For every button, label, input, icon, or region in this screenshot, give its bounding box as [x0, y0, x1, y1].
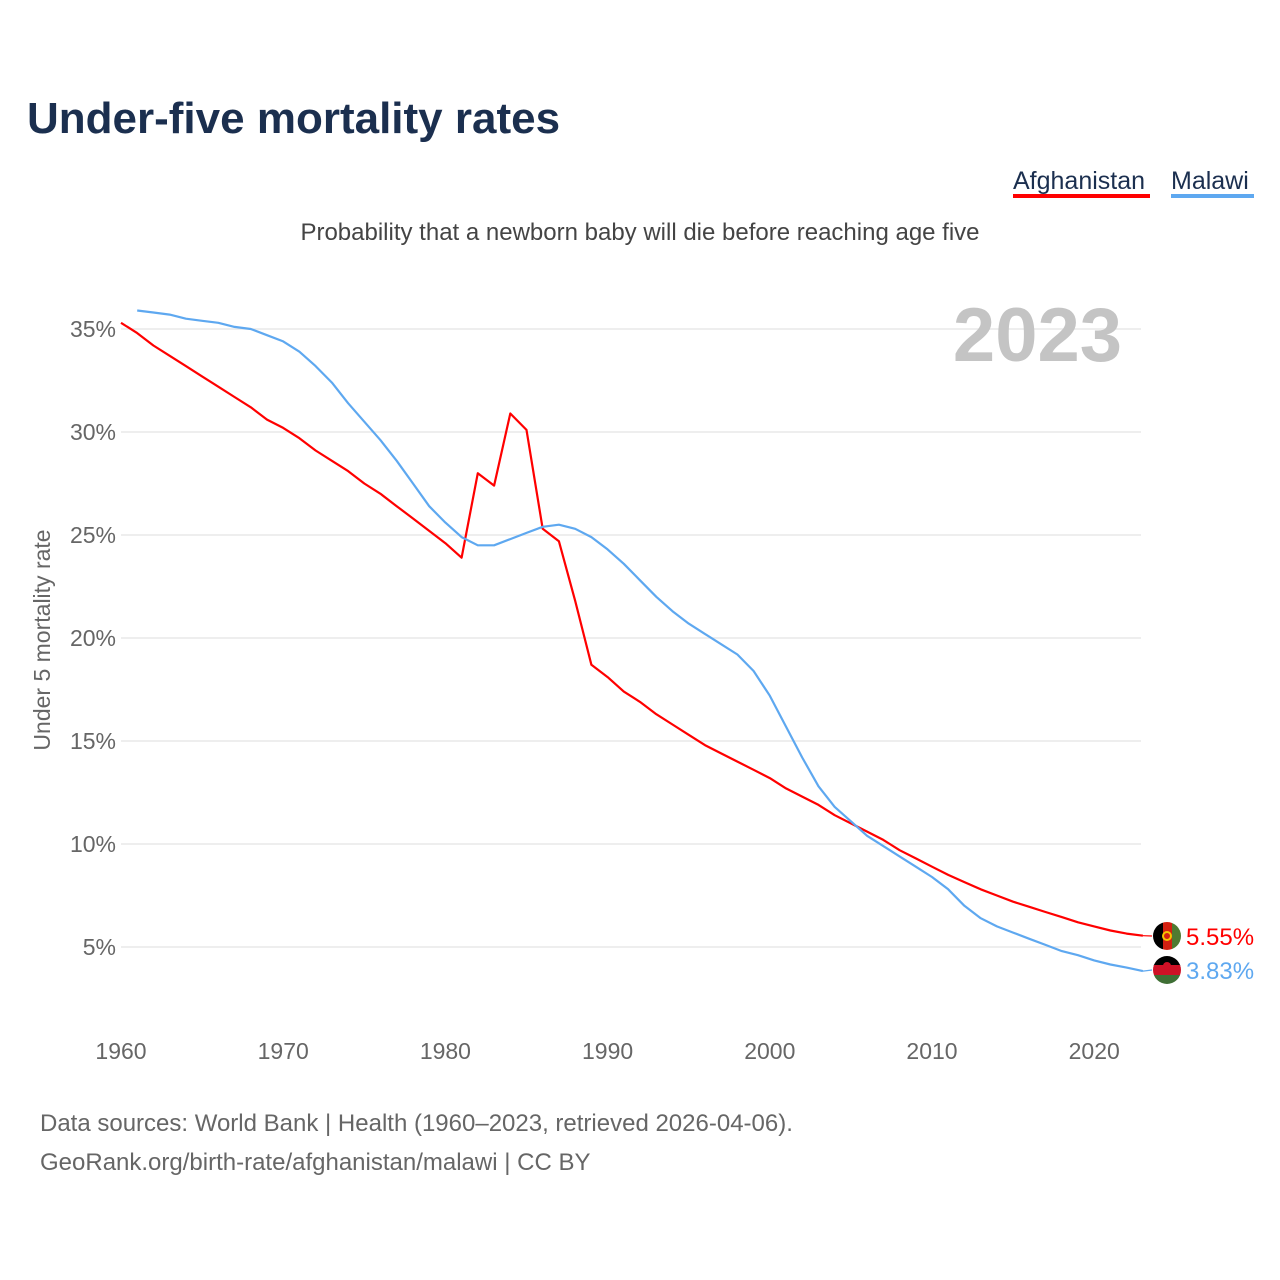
legend-label-malawi: Malawi [1171, 167, 1249, 195]
stripe [1153, 975, 1181, 984]
end-connector [1142, 969, 1153, 972]
end-labels: 5.55% 3.83% [1142, 922, 1254, 985]
emblem [1162, 931, 1172, 941]
sun [1163, 962, 1171, 970]
flag-malawi-icon [1153, 956, 1181, 984]
y-tick-label: 25% [70, 522, 116, 548]
x-tick-label: 1990 [582, 1038, 633, 1064]
y-tick-label: 20% [70, 625, 116, 651]
legend-swatch [1171, 194, 1254, 198]
y-tick-label: 10% [70, 831, 116, 857]
y-tick-label: 30% [70, 419, 116, 445]
chart-title: Under-five mortality rates [27, 94, 560, 143]
stripe [1163, 922, 1172, 950]
stripe [1153, 956, 1181, 966]
y-tick-label: 35% [70, 316, 116, 342]
line-malawi [137, 309, 1144, 973]
x-tick-label: 2010 [906, 1038, 957, 1064]
grid: 5% 10% 15% 20% 25% 30% 35% [70, 316, 1141, 960]
x-tick-label: 1970 [258, 1038, 309, 1064]
x-tick-label: 1960 [95, 1038, 146, 1064]
line-afghanistan [120, 321, 1144, 937]
flag-body [1153, 922, 1181, 950]
stripe [1172, 922, 1181, 950]
footer-link[interactable]: GeoRank.org/birth-rate/afghanistan/malaw… [40, 1149, 591, 1176]
series [120, 309, 1144, 973]
legend-swatch [1013, 194, 1150, 198]
legend-label-afghanistan: Afghanistan [1013, 167, 1145, 195]
flag-afghanistan-icon [1153, 922, 1181, 950]
footer-sources: Data sources: World Bank | Health (1960–… [40, 1110, 793, 1137]
x-tick-label: 2020 [1069, 1038, 1120, 1064]
year-watermark: 2023 [953, 293, 1122, 378]
x-tick-label: 1980 [420, 1038, 471, 1064]
x-tick-label: 2000 [744, 1038, 795, 1064]
y-axis-label: Under 5 mortality rate [29, 529, 55, 750]
y-tick-label: 5% [83, 934, 116, 960]
legend: Afghanistan Malawi [1013, 167, 1254, 198]
y-tick-label: 15% [70, 728, 116, 754]
end-value-label: 3.83% [1186, 958, 1254, 985]
x-ticks: 1960 1970 1980 1990 2000 2010 2020 [95, 1038, 1119, 1064]
end-value-label: 5.55% [1186, 924, 1254, 951]
stripe [1153, 922, 1163, 950]
flag-body [1153, 956, 1181, 984]
chart-subtitle: Probability that a newborn baby will die… [300, 219, 979, 246]
